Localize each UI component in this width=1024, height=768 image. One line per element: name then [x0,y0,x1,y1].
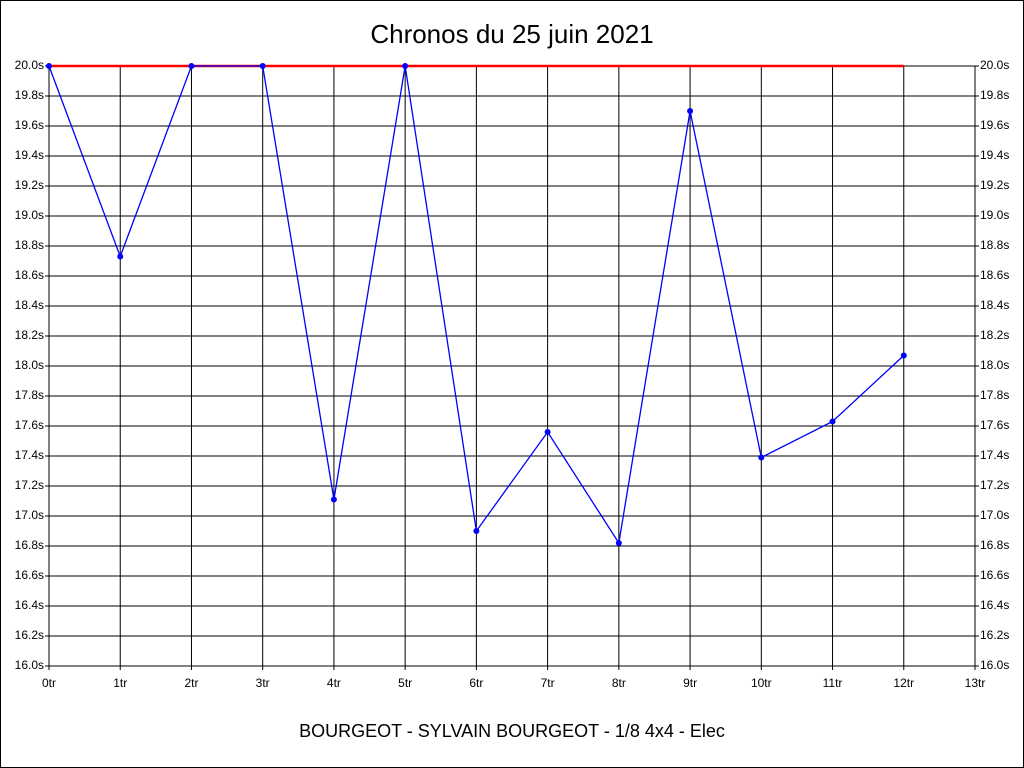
y2-tick-label: 19.6s [980,118,1009,132]
x-tick-label: 4tr [327,676,341,690]
data-point [687,108,694,114]
y2-tick-label: 17.6s [980,418,1009,432]
y2-tick-label: 17.8s [980,388,1009,402]
y2-tick-label: 17.2s [980,478,1009,492]
x-tick-label: 5tr [398,676,412,690]
y2-tick-label: 16.0s [980,658,1009,672]
y2-tick-label: 19.4s [980,148,1009,162]
data-point [330,496,337,503]
data-point [117,253,124,260]
data-point [829,418,836,425]
data-point [402,63,409,69]
data-point [900,352,907,359]
x-tick-label: 9tr [683,676,697,690]
data-point [758,454,765,461]
x-axis-label: BOURGEOT - SYLVAIN BOURGEOT - 1/8 4x4 - … [299,721,725,741]
data-point [544,429,551,435]
y-tick-label: 18.4s [15,298,44,312]
y-tick-label: 20.0s [15,58,44,72]
data-point [259,63,266,69]
y2-tick-label: 16.4s [980,598,1009,612]
y2-tick-label: 16.8s [980,538,1009,552]
chart-title: Chronos du 25 juin 2021 [370,19,653,49]
y2-tick-label: 19.8s [980,88,1009,102]
y-tick-label: 19.8s [15,88,44,102]
y-tick-label: 16.4s [15,598,44,612]
data-point [473,528,480,534]
x-tick-label: 7tr [541,676,555,690]
y-tick-label: 17.6s [15,418,44,432]
x-tick-label: 6tr [469,676,483,690]
y-tick-label: 17.2s [15,478,44,492]
x-tick-label: 8tr [612,676,626,690]
y2-tick-label: 18.4s [980,298,1009,312]
x-tick-label: 2tr [184,676,198,690]
y2-tick-label: 20.0s [980,58,1009,72]
y2-tick-label: 19.2s [980,178,1009,192]
y2-tick-label: 18.2s [980,328,1009,342]
y2-tick-label: 19.0s [980,208,1009,222]
y-tick-label: 18.0s [15,358,44,372]
x-tick-label: 12tr [893,676,914,690]
y2-tick-label: 17.4s [980,448,1009,462]
y2-tick-label: 18.8s [980,238,1009,252]
x-tick-label: 0tr [42,676,56,690]
y-tick-label: 16.2s [15,628,44,642]
y-tick-label: 16.6s [15,568,44,582]
data-point [188,63,195,69]
y-tick-label: 19.0s [15,208,44,222]
y-tick-label: 16.8s [15,538,44,552]
y-tick-label: 17.0s [15,508,44,522]
x-tick-label: 1tr [113,676,127,690]
y2-tick-label: 18.6s [980,268,1009,282]
y-tick-label: 17.4s [15,448,44,462]
x-tick-label: 11tr [823,676,843,690]
y2-tick-label: 18.0s [980,358,1009,372]
x-tick-label: 10tr [751,676,772,690]
x-tick-label: 13tr [965,676,986,690]
y-tick-label: 18.6s [15,268,44,282]
y2-tick-label: 16.2s [980,628,1009,642]
data-point [46,63,52,69]
x-tick-label: 3tr [256,676,270,690]
y-tick-label: 16.0s [15,658,44,672]
y-tick-label: 17.8s [15,388,44,402]
y-tick-label: 19.4s [15,148,44,162]
data-point [615,540,622,546]
y-tick-label: 18.2s [15,328,44,342]
y-tick-label: 18.8s [15,238,44,252]
y-tick-label: 19.6s [15,118,44,132]
y-tick-label: 19.2s [15,178,44,192]
y2-tick-label: 17.0s [980,508,1009,522]
y2-tick-label: 16.6s [980,568,1009,582]
